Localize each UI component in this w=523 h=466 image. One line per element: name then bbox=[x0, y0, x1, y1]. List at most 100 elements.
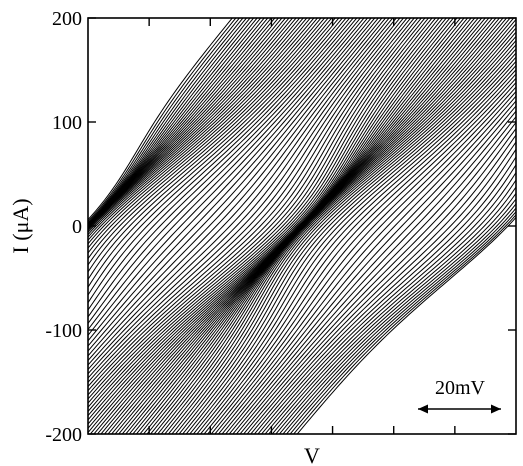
iv-curve bbox=[88, 18, 365, 331]
y-axis-ticks bbox=[88, 17, 516, 435]
iv-curve bbox=[150, 18, 511, 434]
iv-curve bbox=[182, 48, 516, 434]
y-tick-label: 100 bbox=[52, 112, 82, 134]
iv-curve bbox=[88, 18, 333, 266]
iv-curve bbox=[88, 18, 408, 388]
y-axis-label: I (μA) bbox=[8, 198, 33, 253]
iv-curve bbox=[88, 18, 340, 281]
iv-curve bbox=[254, 148, 516, 434]
iv-curve bbox=[88, 18, 347, 296]
iv-curve bbox=[88, 18, 311, 238]
y-axis-tick-labels: -200 -100 0 100 200 bbox=[45, 8, 82, 446]
iv-curve bbox=[168, 31, 516, 434]
scale-bar-right-arrowhead bbox=[491, 404, 501, 414]
iv-curve bbox=[88, 18, 376, 347]
iv-curve bbox=[88, 18, 258, 227]
iv-curve bbox=[153, 18, 515, 434]
iv-curve bbox=[88, 18, 315, 242]
iv-curve bbox=[88, 18, 318, 245]
iv-curve bbox=[88, 18, 415, 396]
iv-curve bbox=[146, 18, 507, 434]
iv-curve bbox=[89, 18, 451, 434]
y-tick-label: 200 bbox=[52, 8, 82, 30]
iv-curve bbox=[218, 90, 516, 434]
iv-curve bbox=[210, 81, 516, 434]
iv-curve bbox=[97, 18, 458, 434]
iv-curve bbox=[88, 18, 386, 362]
x-axis-label: V bbox=[304, 443, 320, 466]
iv-curve bbox=[88, 18, 379, 352]
iv-curve bbox=[221, 95, 516, 434]
scale-bar-left-arrowhead bbox=[418, 404, 428, 414]
y-tick-label: -200 bbox=[45, 424, 82, 446]
iv-curve bbox=[175, 39, 516, 434]
iv-curve bbox=[160, 22, 516, 434]
iv-curve bbox=[88, 18, 429, 413]
iv-curve bbox=[143, 18, 504, 434]
iv-curve bbox=[271, 186, 516, 434]
iv-curve bbox=[228, 105, 516, 434]
iv-curve bbox=[88, 18, 336, 273]
iv-curve bbox=[88, 18, 254, 227]
iv-curve bbox=[264, 171, 516, 434]
iv-curve bbox=[189, 56, 516, 434]
iv-curve bbox=[236, 115, 516, 434]
iv-curve bbox=[88, 18, 329, 260]
iv-curve bbox=[88, 18, 394, 371]
iv-curve bbox=[207, 77, 516, 434]
iv-curve bbox=[88, 18, 354, 311]
iv-curve bbox=[293, 214, 516, 434]
iv-curve bbox=[243, 127, 516, 434]
iv-curve bbox=[88, 18, 247, 226]
iv-curve bbox=[185, 52, 516, 434]
iv-curve bbox=[88, 18, 350, 304]
iv-curve bbox=[88, 18, 233, 221]
iv-curve bbox=[157, 18, 516, 434]
iv-curve bbox=[88, 18, 325, 254]
iv-curve bbox=[246, 134, 516, 434]
iv-curve bbox=[88, 18, 433, 417]
iv-curve bbox=[275, 192, 516, 434]
iv-curve bbox=[289, 210, 516, 434]
iv-curve bbox=[88, 18, 419, 400]
iv-curve bbox=[282, 203, 516, 434]
iv-curve bbox=[88, 18, 269, 227]
iv-curve bbox=[164, 27, 516, 434]
iv-curve bbox=[250, 141, 516, 434]
x-axis-ticks bbox=[148, 18, 456, 434]
scale-bar-label: 20mV bbox=[435, 377, 486, 399]
iv-curve bbox=[88, 18, 240, 224]
iv-curve bbox=[88, 18, 262, 227]
iv-curve bbox=[200, 68, 516, 434]
iv-curve bbox=[88, 18, 422, 404]
iv-curve bbox=[239, 121, 516, 434]
iv-curve bbox=[88, 18, 272, 227]
iv-curve bbox=[88, 18, 361, 325]
iv-curve bbox=[88, 18, 358, 318]
iv-curve bbox=[261, 163, 516, 434]
iv-curve bbox=[93, 18, 454, 434]
y-tick-label: 0 bbox=[72, 216, 82, 238]
iv-curve bbox=[286, 207, 516, 434]
iv-curve bbox=[88, 18, 412, 392]
iv-curve bbox=[268, 179, 516, 434]
iv-curve bbox=[88, 18, 426, 409]
iv-curve bbox=[178, 43, 516, 434]
iv-curve bbox=[88, 18, 322, 249]
iv-curve bbox=[88, 18, 372, 342]
iv-curve bbox=[88, 18, 368, 337]
iv-curve bbox=[257, 156, 516, 434]
iv-curve bbox=[88, 18, 251, 226]
iv-curve bbox=[88, 18, 397, 375]
iv-curve bbox=[88, 18, 244, 225]
iv-curve bbox=[88, 18, 440, 425]
iv-curve bbox=[88, 18, 383, 357]
iv-curve bbox=[88, 18, 404, 384]
iv-curve bbox=[196, 64, 516, 434]
iv-curve bbox=[88, 18, 237, 223]
iv-curve bbox=[192, 60, 516, 434]
iv-curve bbox=[171, 35, 516, 434]
iv-curve bbox=[225, 100, 516, 434]
iv-curve bbox=[203, 73, 516, 434]
